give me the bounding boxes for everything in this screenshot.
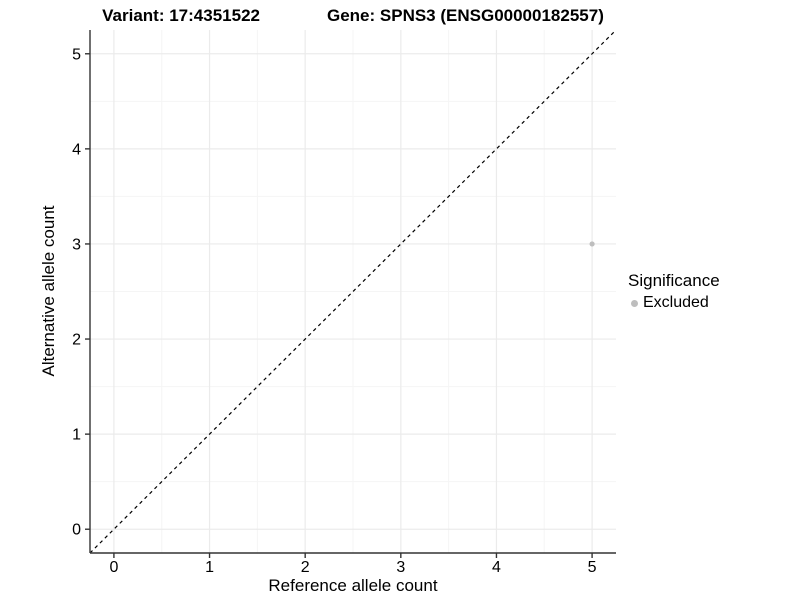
identity-line xyxy=(89,29,617,554)
x-tick-label: 4 xyxy=(492,559,501,576)
x-tick-label: 2 xyxy=(301,559,310,576)
y-tick-label: 5 xyxy=(72,46,81,63)
legend-point-marker xyxy=(631,299,638,307)
legend-item-excluded: Excluded xyxy=(628,294,720,312)
plot-title-gene: Gene: SPNS3 (ENSG00000182557) xyxy=(326,6,604,25)
x-axis-title: Reference allele count xyxy=(268,576,438,595)
data-point xyxy=(589,241,595,247)
plot-title: Variant: 17:4351522 Gene: SPNS3 (ENSG000… xyxy=(90,6,616,26)
y-axis-title: Alternative allele count xyxy=(39,205,58,377)
x-tick-label: 5 xyxy=(588,559,597,576)
y-tick-label: 4 xyxy=(72,141,81,158)
y-tick-label: 3 xyxy=(72,236,81,253)
legend-item-label: Excluded xyxy=(643,294,709,311)
y-tick-label: 0 xyxy=(72,522,81,539)
legend: Significance Excluded xyxy=(628,271,720,312)
y-tick-label: 1 xyxy=(72,427,81,444)
y-tick-label: 2 xyxy=(72,332,81,349)
x-tick-label: 0 xyxy=(109,559,118,576)
x-tick-label: 3 xyxy=(396,559,405,576)
x-tick-label: 1 xyxy=(205,559,214,576)
legend-title: Significance xyxy=(628,271,720,290)
plot-title-variant: Variant: 17:4351522 xyxy=(102,6,260,25)
